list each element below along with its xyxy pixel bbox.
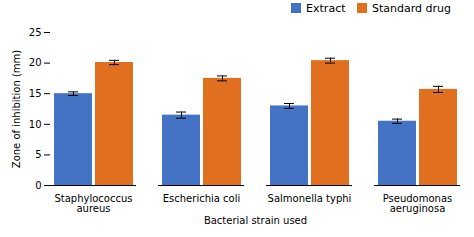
html-text:Extract: Extract bbox=[306, 1, 346, 15]
svg-text:Pseudomonasaeruginosa: Pseudomonasaeruginosa bbox=[383, 193, 453, 214]
svg-text:Salmonella typhi: Salmonella typhi bbox=[268, 193, 352, 204]
svg-text:5: 5 bbox=[35, 149, 41, 160]
html-text:Standard drug: Standard drug bbox=[372, 1, 451, 15]
svg-text:25: 25 bbox=[29, 27, 42, 38]
svg-text:0: 0 bbox=[35, 180, 41, 191]
svg-text:Zone of inhibition (mm): Zone of inhibition (mm) bbox=[11, 50, 22, 169]
svg-text:Staphylococcusaureus: Staphylococcusaureus bbox=[54, 193, 132, 214]
svg-text:Escherichia coli: Escherichia coli bbox=[163, 193, 241, 204]
svg-text:20: 20 bbox=[29, 57, 42, 68]
svg-text:Bacterial strain used: Bacterial strain used bbox=[204, 215, 307, 226]
svg-text:10: 10 bbox=[29, 119, 42, 130]
svg-text:15: 15 bbox=[29, 88, 42, 99]
